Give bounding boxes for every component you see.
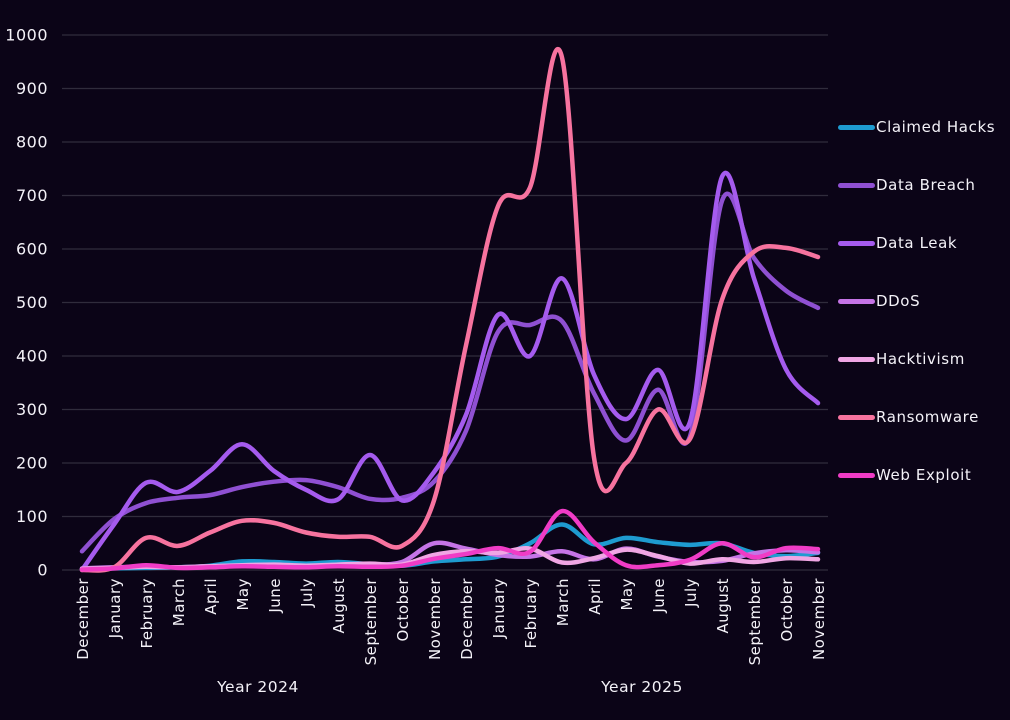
legend-swatch-hacktivism-icon bbox=[838, 356, 875, 362]
legend-label: DDoS bbox=[876, 292, 921, 310]
legend-swatch-claimed-hacks-icon bbox=[838, 124, 875, 130]
x-tick-label: February bbox=[522, 578, 540, 648]
x-tick-label: March bbox=[170, 578, 188, 626]
x-tick-label: June bbox=[650, 578, 668, 614]
x-tick-label: October bbox=[778, 578, 796, 642]
y-tick-label: 600 bbox=[16, 240, 48, 259]
y-tick-label: 500 bbox=[16, 293, 48, 312]
y-tick-label: 200 bbox=[16, 454, 48, 473]
y-tick-label: 1000 bbox=[5, 26, 48, 45]
series-line-data-leak[interactable] bbox=[79, 171, 821, 573]
x-tick-label: July bbox=[298, 578, 316, 608]
legend: Claimed Hacks Data Breach Data Leak DDoS Hac… bbox=[830, 0, 1010, 520]
x-tick-label: August bbox=[330, 578, 348, 634]
legend-item-data-leak[interactable]: Data Leak bbox=[838, 230, 957, 256]
legend-label: Claimed Hacks bbox=[876, 118, 996, 136]
x-tick-label: January bbox=[106, 578, 124, 639]
x-tick-label: June bbox=[266, 578, 284, 614]
legend-swatch-web-exploit-icon bbox=[838, 472, 875, 478]
series-line-web-exploit[interactable] bbox=[79, 508, 821, 572]
legend-item-web-exploit[interactable]: Web Exploit bbox=[838, 462, 971, 488]
x-tick-label: February bbox=[138, 578, 156, 648]
x-tick-label: May bbox=[234, 578, 252, 611]
x-tick-label: January bbox=[490, 578, 508, 639]
x-tick-label: October bbox=[394, 578, 412, 642]
legend-label: Ransomware bbox=[876, 408, 979, 426]
legend-item-ransomware[interactable]: Ransomware bbox=[838, 404, 979, 430]
legend-item-hacktivism[interactable]: Hacktivism bbox=[838, 346, 965, 372]
x-tick-label: December bbox=[458, 578, 476, 660]
legend-label: Data Leak bbox=[876, 234, 958, 252]
series-line-data-breach[interactable] bbox=[79, 191, 821, 554]
x-tick-label: April bbox=[202, 578, 220, 615]
year-label: Year 2024 bbox=[216, 678, 299, 696]
x-tick-label: August bbox=[714, 578, 732, 634]
y-tick-label: 700 bbox=[16, 186, 48, 205]
y-tick-label: 300 bbox=[16, 400, 48, 419]
x-tick-label: May bbox=[618, 578, 636, 611]
legend-item-data-breach[interactable]: Data Breach bbox=[838, 172, 976, 198]
legend-label: Web Exploit bbox=[876, 466, 972, 484]
x-tick-label: December bbox=[74, 578, 92, 660]
x-tick-label: March bbox=[554, 578, 572, 626]
y-tick-label: 900 bbox=[16, 79, 48, 98]
legend-item-ddos[interactable]: DDoS bbox=[838, 288, 920, 314]
year-label: Year 2025 bbox=[600, 678, 683, 696]
legend-swatch-ransomware-icon bbox=[838, 414, 875, 420]
x-tick-label: April bbox=[586, 578, 604, 615]
x-tick-label: November bbox=[426, 578, 444, 660]
legend-item-claimed-hacks[interactable]: Claimed Hacks bbox=[838, 114, 995, 140]
legend-label: Hacktivism bbox=[876, 350, 965, 368]
legend-swatch-data-breach-icon bbox=[838, 182, 875, 188]
series-line-ransomware[interactable] bbox=[79, 46, 821, 573]
y-tick-label: 0 bbox=[37, 561, 48, 580]
y-tick-label: 100 bbox=[16, 507, 48, 526]
y-tick-label: 800 bbox=[16, 133, 48, 152]
legend-swatch-data-leak-icon bbox=[838, 240, 875, 246]
x-tick-label: September bbox=[362, 578, 380, 666]
x-tick-label: September bbox=[746, 578, 764, 666]
x-tick-label: November bbox=[810, 578, 828, 660]
legend-swatch-ddos-icon bbox=[838, 298, 875, 304]
legend-label: Data Breach bbox=[876, 176, 976, 194]
y-tick-label: 400 bbox=[16, 347, 48, 366]
x-tick-label: July bbox=[682, 578, 700, 608]
